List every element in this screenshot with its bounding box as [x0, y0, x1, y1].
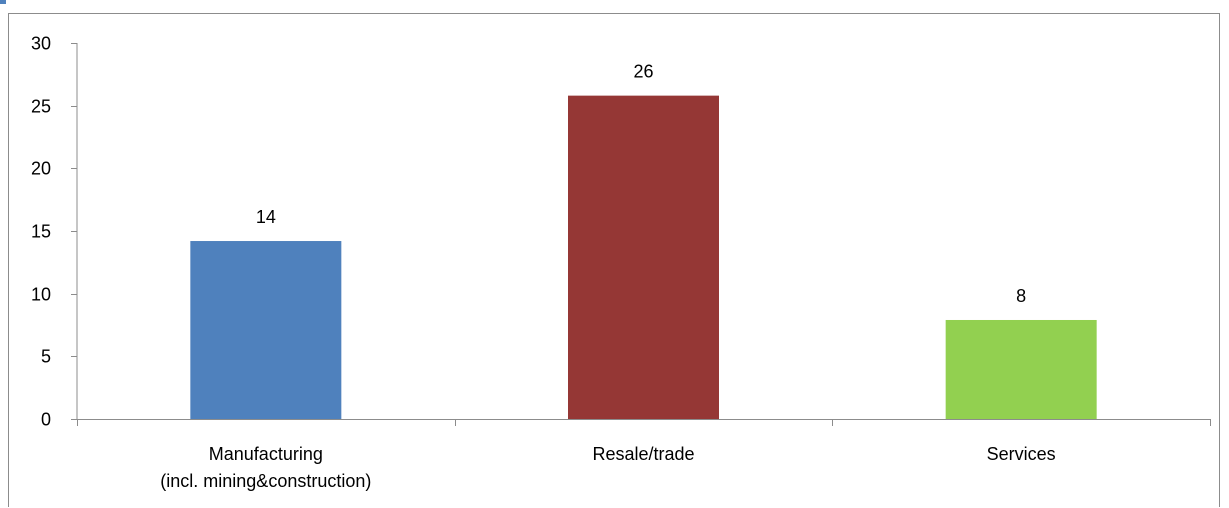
x-tick-label: Resale/trade [592, 444, 694, 464]
y-tick-label: 20 [31, 159, 51, 179]
y-tick-label: 5 [41, 347, 51, 367]
bar [568, 95, 719, 419]
y-axis: 0 5 10 15 20 25 30 [31, 34, 78, 430]
bar [945, 319, 1097, 419]
x-tick-label: Services [987, 444, 1056, 464]
chart-frame [8, 13, 1220, 507]
x-tick-label: (incl. mining&construction) [160, 471, 371, 491]
x-axis: Manufacturing (incl. mining&construction)… [77, 419, 1211, 491]
data-label: 8 [1016, 286, 1026, 306]
bar [190, 241, 342, 419]
data-label: 26 [633, 62, 653, 82]
y-tick-label: 15 [31, 222, 51, 242]
bars [190, 95, 1097, 419]
data-label: 14 [256, 207, 276, 227]
y-tick-label: 30 [31, 34, 51, 54]
header-accent-mark [0, 0, 6, 4]
x-tick-label: Manufacturing [209, 444, 323, 464]
y-tick-label: 25 [31, 97, 51, 117]
data-labels: 14 26 8 [256, 62, 1026, 306]
y-tick-label: 0 [41, 410, 51, 430]
y-tick-label: 10 [31, 285, 51, 305]
